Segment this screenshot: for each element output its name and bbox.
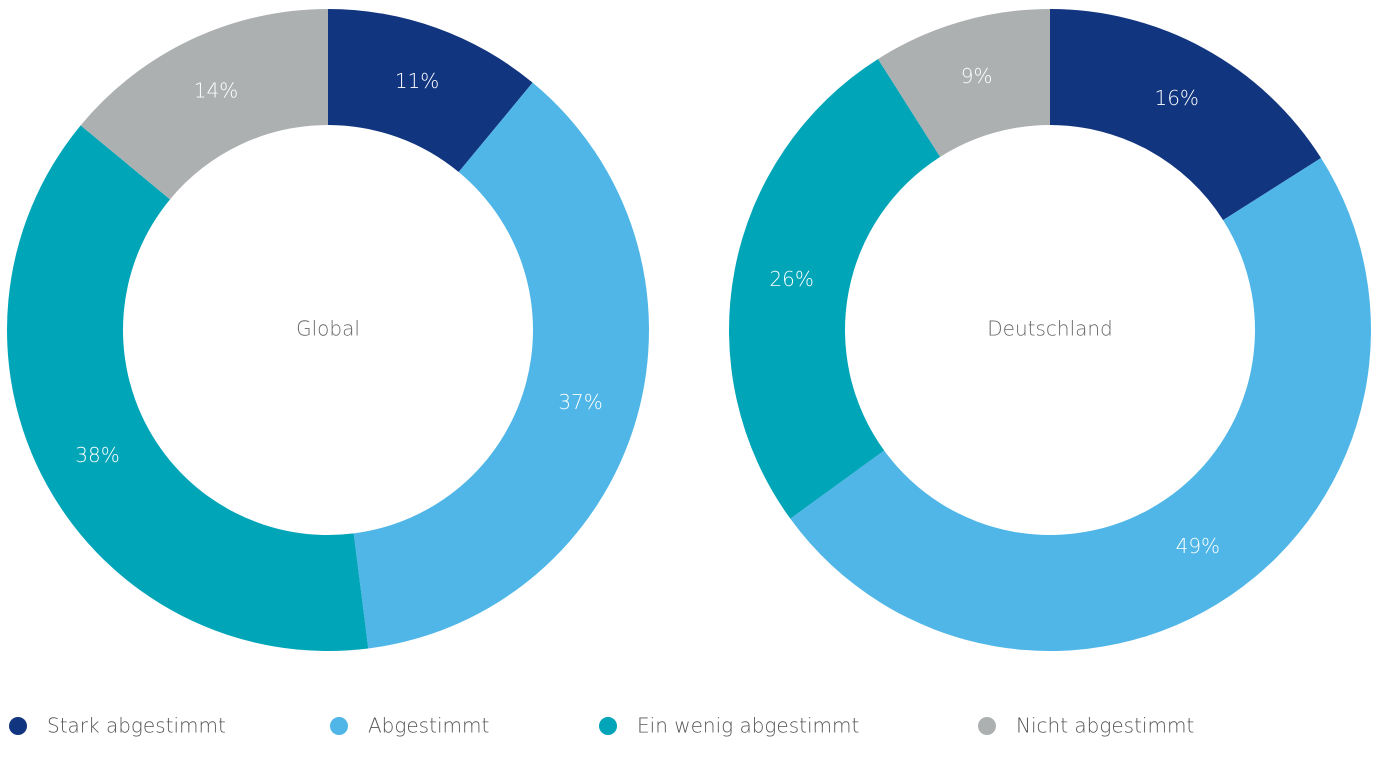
- donut-segment: [790, 157, 1372, 652]
- center-label: Global: [296, 317, 360, 341]
- data-label: 26%: [769, 267, 813, 291]
- legend-marker: [978, 717, 996, 735]
- donut-segment: [6, 125, 369, 651]
- data-label: 14%: [194, 79, 238, 103]
- legend-marker: [9, 717, 27, 735]
- donut-segment: [80, 9, 328, 200]
- donut-segment: [877, 9, 1050, 157]
- legend-marker: [599, 717, 617, 735]
- donut-segment: [729, 58, 941, 519]
- center-label: Deutschland: [987, 317, 1113, 341]
- data-label: 49%: [1176, 534, 1220, 558]
- donut-segment: [1050, 9, 1322, 221]
- legend-label: Stark abgestimmt: [47, 714, 226, 738]
- donut-segment: [353, 82, 649, 649]
- legend-label: Abgestimmt: [368, 714, 489, 738]
- data-label: 37%: [558, 390, 602, 414]
- data-label: 11%: [395, 69, 439, 93]
- donut-segment: [328, 9, 533, 173]
- legend-marker: [330, 717, 348, 735]
- legend-label: Ein wenig abgestimmt: [637, 714, 859, 738]
- legend-label: Nicht abgestimmt: [1016, 714, 1194, 738]
- data-label: 16%: [1154, 86, 1198, 110]
- data-label: 38%: [75, 443, 119, 467]
- data-label: 9%: [961, 64, 993, 88]
